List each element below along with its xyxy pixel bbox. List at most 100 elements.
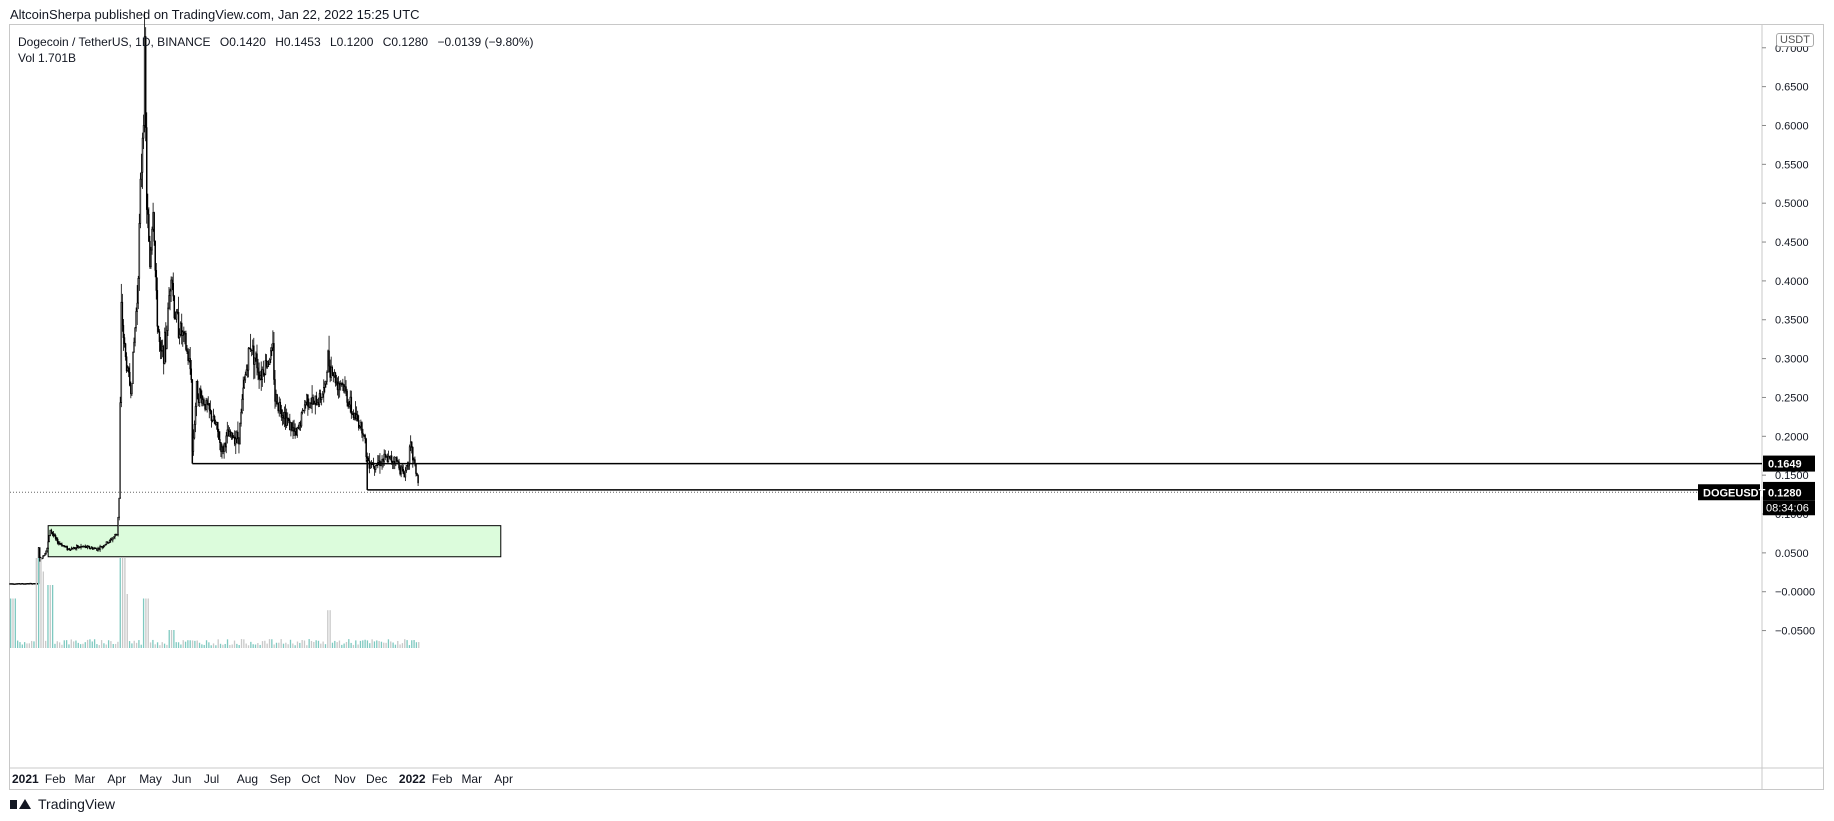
volume-bar bbox=[54, 643, 56, 648]
volume-bar bbox=[324, 644, 327, 648]
volume-bar bbox=[124, 558, 126, 648]
volume-bar bbox=[224, 643, 226, 648]
volume-bar bbox=[184, 641, 187, 648]
volume-bar bbox=[170, 630, 173, 648]
volume-bar bbox=[119, 558, 121, 648]
volume-bar bbox=[212, 643, 215, 648]
candle-body bbox=[264, 360, 267, 375]
volume-bar bbox=[413, 640, 415, 648]
candle-body bbox=[156, 290, 159, 327]
candle-body bbox=[217, 421, 219, 432]
candle-body bbox=[200, 388, 202, 396]
volume-bar bbox=[357, 644, 359, 648]
volume-bar bbox=[177, 642, 180, 648]
volume-bar bbox=[126, 594, 128, 648]
candle-body bbox=[239, 422, 241, 445]
candle-body bbox=[365, 438, 367, 457]
candle-body bbox=[237, 431, 239, 438]
time-tick-label: Feb bbox=[45, 772, 66, 786]
candle-body bbox=[66, 546, 68, 551]
candle-body bbox=[242, 387, 244, 400]
volume-bar bbox=[343, 643, 345, 648]
time-tick-label: Sep bbox=[270, 772, 292, 786]
candle-body bbox=[171, 279, 173, 284]
candle-body bbox=[148, 214, 150, 242]
candle-body bbox=[326, 371, 328, 382]
currency-badge[interactable]: USDT bbox=[1776, 33, 1814, 47]
candle-body bbox=[296, 427, 299, 436]
candle-body bbox=[262, 369, 265, 375]
candle-body bbox=[300, 412, 303, 427]
candle-body bbox=[400, 466, 402, 475]
time-tick-label: Jun bbox=[172, 772, 191, 786]
volume-bar bbox=[72, 641, 75, 648]
volume-bar bbox=[128, 641, 131, 648]
candle-body bbox=[95, 547, 97, 550]
volume-bar bbox=[201, 644, 203, 648]
volume-bar bbox=[77, 642, 79, 648]
candle-body bbox=[253, 345, 255, 365]
legend-open: O0.1420 bbox=[219, 35, 266, 49]
time-tick-label: 2021 bbox=[12, 772, 39, 786]
candle-body bbox=[210, 410, 213, 421]
candle-body bbox=[113, 536, 115, 539]
accumulation-zone bbox=[47, 525, 502, 558]
candle-body bbox=[415, 463, 417, 474]
candle-body bbox=[140, 171, 143, 180]
candle-body bbox=[139, 178, 142, 224]
volume-bar bbox=[35, 558, 37, 648]
volume-bar bbox=[282, 643, 285, 648]
volume-bar bbox=[406, 640, 408, 648]
candle-body bbox=[383, 453, 385, 462]
legend-close: C0.1280 bbox=[382, 35, 429, 49]
volume-bar bbox=[264, 640, 266, 648]
candle-body bbox=[104, 544, 107, 546]
volume-bar bbox=[173, 630, 175, 648]
candle-body bbox=[374, 465, 377, 470]
publisher-line: AltcoinSherpa published on TradingView.c… bbox=[10, 7, 420, 22]
candle-body bbox=[276, 394, 278, 405]
price-tick-label: 0.2500 bbox=[1775, 392, 1809, 404]
volume-bar bbox=[42, 571, 44, 648]
candle-body bbox=[129, 371, 131, 386]
volume-bar bbox=[210, 645, 212, 648]
candle-body bbox=[196, 381, 199, 400]
level-price-label-bg bbox=[1763, 455, 1815, 472]
volume-bar bbox=[254, 644, 257, 648]
level-price-label: 0.1649 bbox=[1768, 459, 1802, 471]
time-tick-label: May bbox=[139, 772, 162, 786]
volume-bar bbox=[383, 642, 385, 648]
candle-body bbox=[361, 422, 363, 434]
countdown-bg bbox=[1763, 500, 1815, 516]
volume-bar bbox=[317, 640, 320, 648]
candle-body bbox=[211, 420, 214, 422]
volume-bar bbox=[292, 643, 294, 648]
volume-bar bbox=[299, 642, 301, 648]
volume-bar bbox=[138, 640, 140, 648]
candle-body bbox=[286, 417, 289, 420]
candle-body bbox=[51, 531, 54, 535]
volume-bar bbox=[229, 644, 231, 648]
time-tick-label: Nov bbox=[334, 772, 355, 786]
volume-bar bbox=[131, 643, 133, 648]
volume-bar bbox=[215, 645, 217, 648]
candle-body bbox=[187, 351, 189, 361]
volume-bar bbox=[401, 643, 404, 648]
price-tick-label: 0.4000 bbox=[1775, 276, 1809, 288]
volume-bar bbox=[252, 644, 254, 648]
candle-body bbox=[240, 412, 242, 424]
volume-bar bbox=[350, 642, 352, 648]
candle-body bbox=[408, 446, 411, 465]
candle-body bbox=[50, 529, 53, 533]
chart-container[interactable] bbox=[9, 24, 1824, 790]
volume-bar bbox=[408, 645, 411, 648]
volume-bar bbox=[161, 642, 163, 648]
candle-body bbox=[301, 409, 304, 413]
volume-bar bbox=[68, 644, 70, 648]
candle-body bbox=[60, 543, 62, 545]
volume-bar bbox=[301, 640, 303, 648]
volume-bar bbox=[142, 598, 145, 648]
candle-body bbox=[279, 401, 282, 410]
volume-bar bbox=[37, 558, 40, 648]
